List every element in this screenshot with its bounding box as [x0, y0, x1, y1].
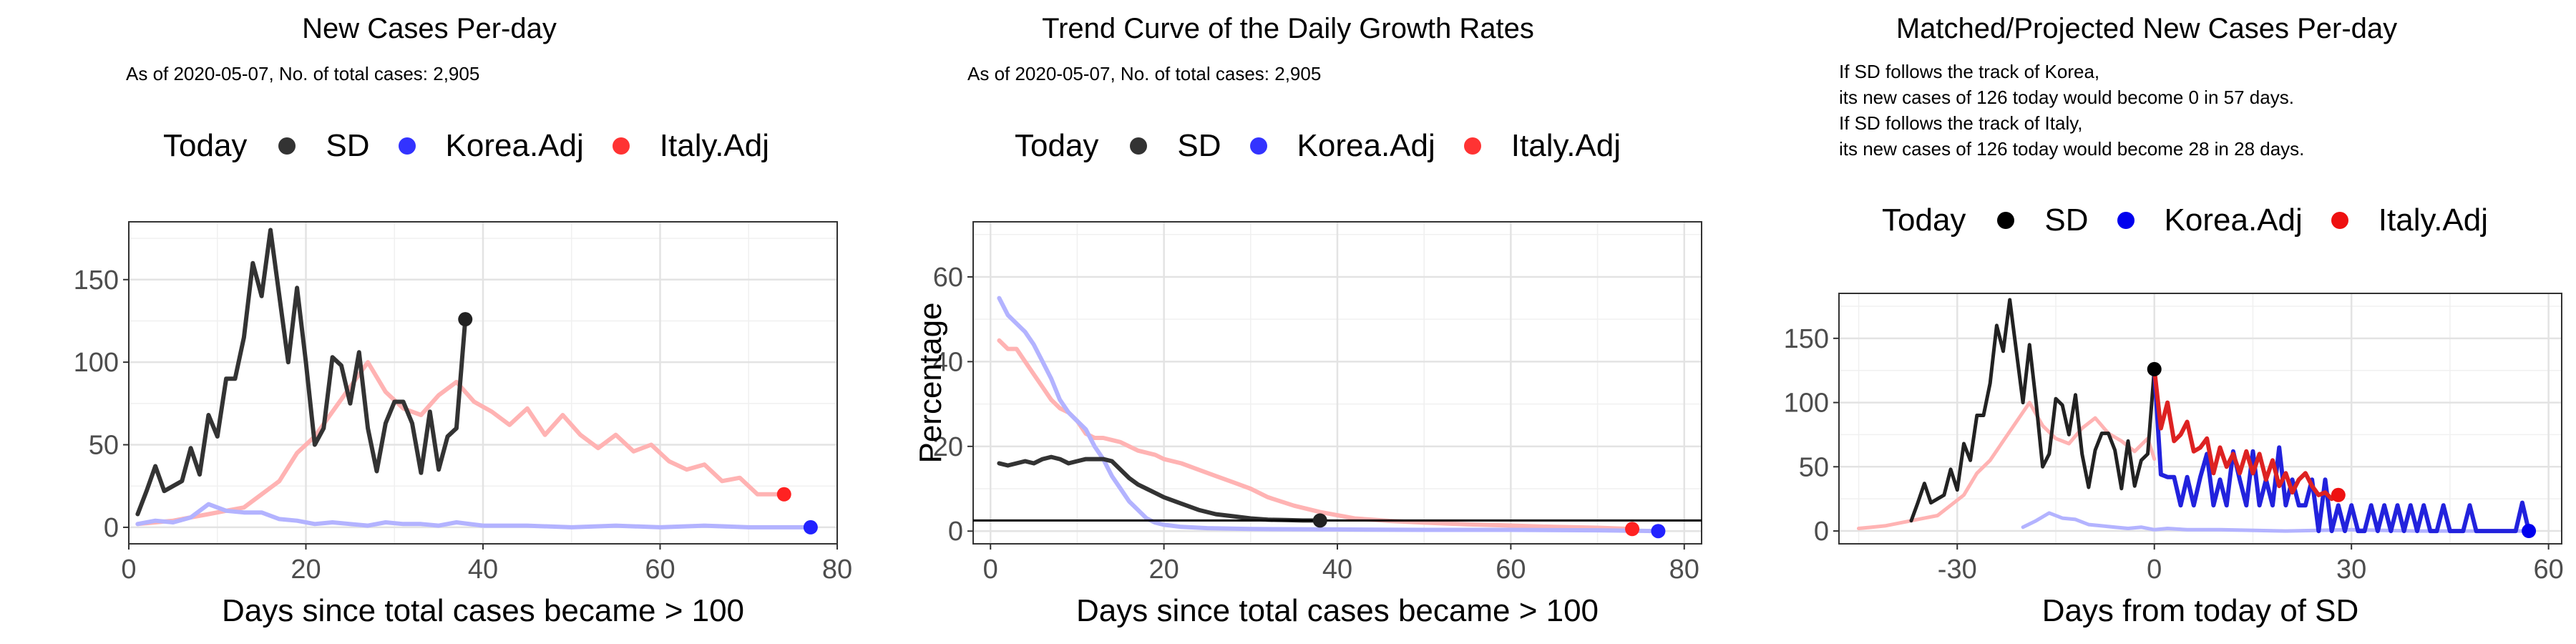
- y-axis-label: Percentage: [913, 302, 948, 463]
- tick-label-x: 0: [121, 555, 136, 585]
- tick-label-y: 150: [74, 265, 119, 296]
- panel-projected: Matched/Projected New Cases Per-day If S…: [1717, 0, 2576, 644]
- tick-label-x: 20: [291, 555, 321, 585]
- chart-subtitle: If SD follows the track of Korea, its ne…: [1839, 61, 2305, 160]
- legend-item-korea: Korea.Adj: [2117, 203, 2303, 238]
- legend-item-italy: Italy.Adj: [1463, 128, 1621, 164]
- tick-label-y: 150: [1784, 324, 1829, 354]
- legend-item-korea: Korea.Adj: [1249, 128, 1435, 164]
- legend-label-sd: SD: [326, 128, 370, 163]
- legend-title: Today: [1015, 128, 1099, 163]
- tick-label-x: 40: [1322, 555, 1352, 585]
- tick-label-x: 0: [983, 555, 998, 585]
- x-axis-label: Days from today of SD: [2042, 593, 2359, 628]
- tick-label-y: 0: [1814, 517, 1829, 547]
- chart-title: Matched/Projected New Cases Per-day: [1896, 13, 2398, 44]
- chart-plot-new-cases: 0 20 40 60 80 0 50 100 150 Days since total cases…: [74, 221, 852, 628]
- legend-label-korea: Korea.Adj: [2164, 203, 2303, 238]
- legend: Today SD Korea.Adj Italy.Adj: [1882, 199, 2517, 242]
- tick-label-x: 0: [2147, 555, 2162, 585]
- chart-subtitle: As of 2020-05-07, No. of total cases: 2,…: [967, 63, 1322, 84]
- legend-item-italy: Italy.Adj: [2331, 203, 2488, 238]
- tick-label-x: 40: [468, 555, 498, 585]
- legend-swatch-italy: [2331, 212, 2348, 229]
- tick-label-x: 60: [645, 555, 675, 585]
- legend-title: Today: [1882, 203, 1966, 238]
- today-point-korea: [803, 519, 818, 535]
- series-line-sd: [997, 454, 1322, 523]
- today-point-sd: [1312, 513, 1327, 528]
- series-line-sd: [135, 228, 468, 517]
- legend-swatch-korea: [2117, 212, 2135, 229]
- tick-label-y: 50: [89, 431, 119, 461]
- chart-plot-projected: -30 0 30 60 0 50 100 150 Days from today of SD: [1784, 293, 2564, 628]
- legend-item-sd: SD: [278, 128, 370, 164]
- series-line-korea: [997, 296, 1661, 534]
- tick-label-y: 40: [933, 347, 963, 377]
- chart-title: Trend Curve of the Daily Growth Rates: [1042, 13, 1534, 44]
- panel-growth-rates: Trend Curve of the Daily Growth Rates As…: [859, 0, 1717, 644]
- series-line-korea-projected: [2152, 366, 2532, 534]
- legend-title: Today: [163, 128, 248, 163]
- plot-border: [1838, 293, 2562, 545]
- legend-label-korea: Korea.Adj: [445, 128, 584, 163]
- tick-label-x: 80: [822, 555, 852, 585]
- series-line-italy-projected: [2152, 366, 2341, 502]
- legend-swatch-korea: [398, 137, 416, 155]
- legend-item-sd: SD: [1997, 203, 2089, 238]
- today-point-italy: [1625, 522, 1640, 537]
- series-line-sd: [1909, 298, 2157, 523]
- plot-border: [972, 221, 1702, 545]
- legend-swatch-italy: [612, 137, 630, 155]
- today-point-italy: [2331, 487, 2346, 502]
- chart-title: New Cases Per-day: [302, 13, 557, 44]
- tick-label-y: 0: [948, 517, 963, 547]
- tick-label-y: 50: [1799, 452, 1829, 482]
- panel-new-cases: New Cases Per-day As of 2020-05-07, No. …: [0, 0, 859, 644]
- today-point-italy: [776, 487, 791, 502]
- tick-label-y: 100: [74, 348, 119, 378]
- legend-swatch-italy: [1463, 137, 1481, 155]
- legend-swatch-sd: [278, 137, 296, 155]
- legend-label-italy: Italy.Adj: [659, 128, 770, 163]
- legend: Today SD Korea.Adj Italy.Adj: [1015, 125, 1649, 167]
- legend-item-italy: Italy.Adj: [612, 128, 770, 164]
- chart-plot-growth-rates: 0 20 40 60 80 0 20 40 60 Days since total cases b…: [913, 221, 1702, 628]
- legend-label-sd: SD: [1177, 128, 1221, 163]
- series-line-korea: [2021, 511, 2531, 533]
- chart-subtitle: As of 2020-05-07, No. of total cases: 2,…: [126, 63, 480, 84]
- tick-label-x: 80: [1669, 555, 1699, 585]
- legend-swatch-korea: [1249, 137, 1267, 155]
- tick-label-y: 20: [933, 432, 963, 462]
- tick-label-x: 60: [2533, 555, 2563, 585]
- legend-label-italy: Italy.Adj: [1511, 128, 1621, 163]
- legend-label-korea: Korea.Adj: [1297, 128, 1435, 163]
- plot-background: [1839, 293, 2562, 544]
- x-axis-label: Days since total cases became > 100: [222, 593, 744, 628]
- today-point-korea: [2522, 524, 2537, 539]
- tick-label-y: 100: [1784, 389, 1829, 419]
- tick-label-x: -30: [1938, 555, 1977, 585]
- today-point-sd: [2147, 361, 2162, 376]
- tick-label-x: 20: [1148, 555, 1179, 585]
- today-point-sd: [458, 312, 473, 327]
- legend-swatch-sd: [1130, 137, 1148, 155]
- tick-label-x: 60: [1496, 555, 1526, 585]
- legend-item-korea: Korea.Adj: [398, 128, 584, 164]
- plot-border: [128, 221, 838, 545]
- today-point-korea: [1651, 524, 1666, 539]
- tick-label-y: 60: [933, 263, 963, 293]
- tick-label-y: 0: [104, 513, 119, 543]
- series-line-korea: [135, 502, 813, 530]
- series-line-italy: [135, 360, 786, 527]
- x-axis-label: Days since total cases became > 100: [1076, 593, 1599, 628]
- tick-label-x: 30: [2336, 555, 2366, 585]
- legend-swatch-sd: [1997, 212, 2015, 229]
- legend-label-sd: SD: [2044, 203, 2089, 238]
- legend-item-sd: SD: [1130, 128, 1221, 164]
- legend-label-italy: Italy.Adj: [2378, 203, 2489, 238]
- legend: Today SD Korea.Adj Italy.Adj: [163, 125, 798, 167]
